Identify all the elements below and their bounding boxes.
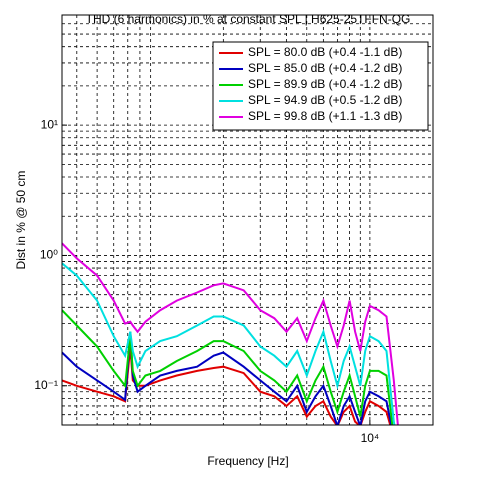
y-tick-label: 10⁰: [40, 248, 58, 262]
legend-label: SPL = 94.9 dB (+0.5 -1.2 dB): [248, 93, 402, 107]
chart-title: THD (6 harmonics) in % at constant SPL |…: [86, 12, 411, 26]
x-axis-label: Frequency [Hz]: [207, 454, 288, 468]
legend-label: SPL = 99.8 dB (+1.1 -1.3 dB): [248, 109, 402, 123]
series-line: [62, 242, 399, 425]
x-tick-label: 10⁴: [361, 431, 380, 445]
series-line: [62, 262, 396, 425]
axes-frame: [61, 14, 434, 426]
legend-label: SPL = 89.9 dB (+0.4 -1.2 dB): [248, 77, 402, 91]
lines: [62, 242, 399, 425]
y-tick-label: 10¹: [41, 117, 58, 131]
y-tick-label: 10⁻¹: [34, 378, 58, 392]
legend-box: [212, 41, 429, 131]
series-line: [62, 309, 394, 425]
y-axis-label: Dist in % @ 50 cm: [14, 171, 28, 270]
legend: SPL = 80.0 dB (+0.4 -1.1 dB) SPL = 85.0 d…: [212, 41, 429, 131]
legend-label: SPL = 85.0 dB (+0.4 -1.2 dB): [248, 61, 402, 75]
legend-label: SPL = 80.0 dB (+0.4 -1.1 dB): [248, 45, 402, 59]
